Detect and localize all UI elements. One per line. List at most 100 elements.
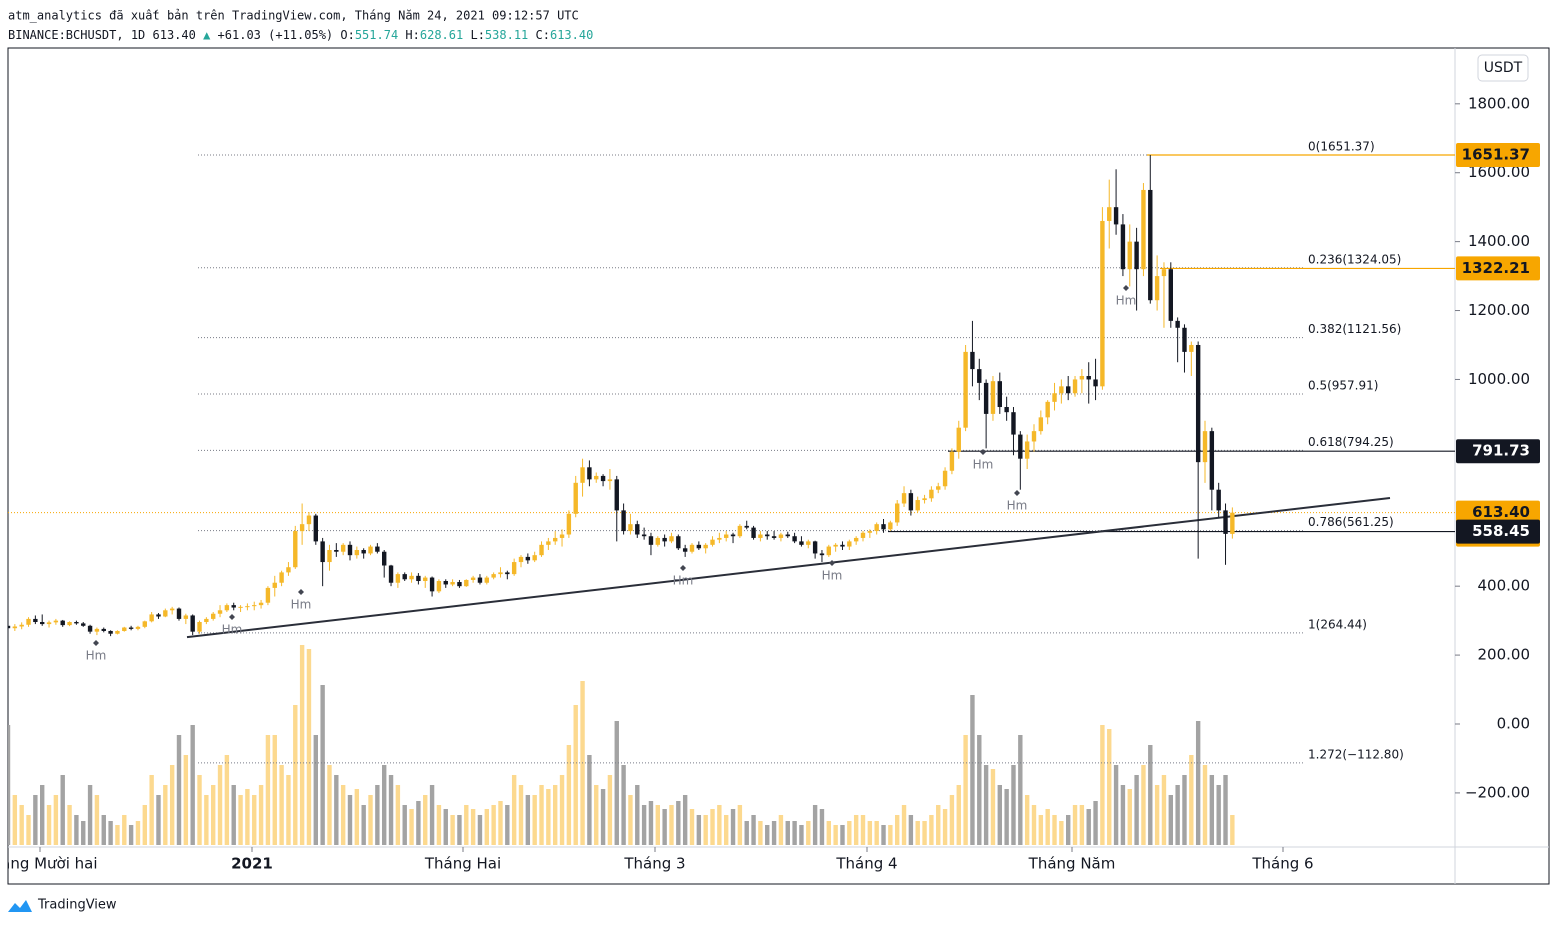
volume-bar xyxy=(498,801,503,845)
price-tag xyxy=(1456,143,1540,168)
fib-label: 0.382(1121.56) xyxy=(1308,322,1401,336)
volume-bar xyxy=(1216,785,1221,845)
volume-bar xyxy=(183,755,189,845)
fib-label: 1.272(−112.80) xyxy=(1308,747,1404,761)
candle-body xyxy=(334,550,339,552)
volume-bar xyxy=(238,795,243,845)
candle-body xyxy=(395,574,401,583)
marker-label: Hm xyxy=(1007,499,1028,513)
candle-body xyxy=(8,625,11,629)
candle-body xyxy=(361,550,366,554)
candle-body xyxy=(122,627,127,631)
volume-bar xyxy=(970,695,975,845)
volume-bar xyxy=(436,805,442,845)
volume-bar xyxy=(176,735,182,845)
candle-body xyxy=(470,577,476,580)
volume-bar xyxy=(245,789,250,845)
volume-bar xyxy=(470,809,476,845)
candle-body xyxy=(1004,407,1009,413)
volume-bar xyxy=(1072,805,1078,845)
volume-bar xyxy=(1052,815,1057,845)
marker-diamond xyxy=(298,589,304,595)
volume-bar xyxy=(1209,775,1215,845)
marker-diamond xyxy=(829,560,835,566)
candle-body xyxy=(272,582,277,588)
candle-body xyxy=(26,618,31,625)
logo xyxy=(8,900,32,912)
change: +61.03 (+11.05%) xyxy=(218,28,334,42)
header-quote: BINANCE:BCHUSDT, 1D 613.40 ▲ +61.03 (+11… xyxy=(8,28,593,42)
volume-bar xyxy=(122,815,127,845)
volume-bar xyxy=(901,805,907,845)
volume-bar xyxy=(922,821,927,845)
candle-body xyxy=(977,369,982,383)
candle-body xyxy=(573,482,578,514)
volume-bar xyxy=(1148,745,1153,845)
x-tick-label: Tháng Hai xyxy=(424,855,501,873)
marker-diamond xyxy=(93,640,99,646)
volume-bar xyxy=(942,809,948,845)
volume-bar xyxy=(874,821,879,845)
volume-bar xyxy=(785,821,790,845)
volume-bar xyxy=(1107,729,1112,845)
candle-body xyxy=(655,537,660,545)
candle-body xyxy=(826,546,831,556)
volume-bar xyxy=(217,765,223,845)
candle-body xyxy=(279,572,284,583)
volume-bar xyxy=(635,785,640,845)
fib-label: 0.5(957.91) xyxy=(1308,378,1378,392)
volume-bar xyxy=(587,755,592,845)
volume-bar xyxy=(231,785,236,845)
marker-diamond xyxy=(1014,490,1020,496)
volume-bar xyxy=(1004,789,1009,845)
volume-bar xyxy=(265,735,271,845)
candle-body xyxy=(1209,431,1215,490)
volume-bar xyxy=(539,785,544,845)
volume-bar xyxy=(778,815,784,845)
volume-bar xyxy=(1120,785,1126,845)
volume-bar xyxy=(1195,721,1201,845)
volume-bar xyxy=(867,821,873,845)
candle-body xyxy=(101,628,106,631)
candle-body xyxy=(204,618,209,623)
volume-bar xyxy=(559,775,565,845)
trendline xyxy=(186,496,1391,639)
y-tick-label: 1200.00 xyxy=(1468,301,1530,319)
volume-bar xyxy=(977,735,982,845)
volume-bar xyxy=(46,805,52,845)
volume-bar xyxy=(429,785,435,845)
l-value: 538.11 xyxy=(485,28,528,42)
volume-bar xyxy=(525,795,531,845)
volume-bar xyxy=(1230,815,1235,845)
volume-bar xyxy=(1127,789,1132,845)
candle-body xyxy=(635,524,640,535)
volume-bar xyxy=(320,685,325,845)
volume-bar xyxy=(956,785,961,845)
volume-bar xyxy=(1100,725,1105,845)
candle-body xyxy=(710,539,715,545)
candle-body xyxy=(81,623,86,626)
candle-body xyxy=(1113,207,1119,225)
volume-bar xyxy=(669,805,674,845)
candle-body xyxy=(1066,386,1071,394)
currency[interactable]: USDT xyxy=(1484,60,1523,76)
volume-bar xyxy=(33,795,38,845)
x-tick-label: Tháng 6 xyxy=(1251,855,1313,873)
volume-bar xyxy=(600,789,606,845)
currency-button[interactable] xyxy=(1477,54,1529,82)
candle-body xyxy=(108,630,113,634)
volume-bar xyxy=(286,775,291,845)
volume-bar xyxy=(87,785,93,845)
axes: 1800.00 1600.00 1400.00 1200.00 1000.00 400.0… xyxy=(39,94,1540,873)
candle-body xyxy=(765,534,770,537)
candle-body xyxy=(74,622,79,624)
candle-body xyxy=(539,544,544,556)
volume-bar xyxy=(306,649,312,845)
candle-body xyxy=(559,534,565,538)
candle-body xyxy=(1216,489,1221,511)
candle-body xyxy=(580,467,585,483)
candle-body xyxy=(1182,327,1187,352)
candle-body xyxy=(375,546,380,552)
volume-bar xyxy=(1113,765,1119,845)
